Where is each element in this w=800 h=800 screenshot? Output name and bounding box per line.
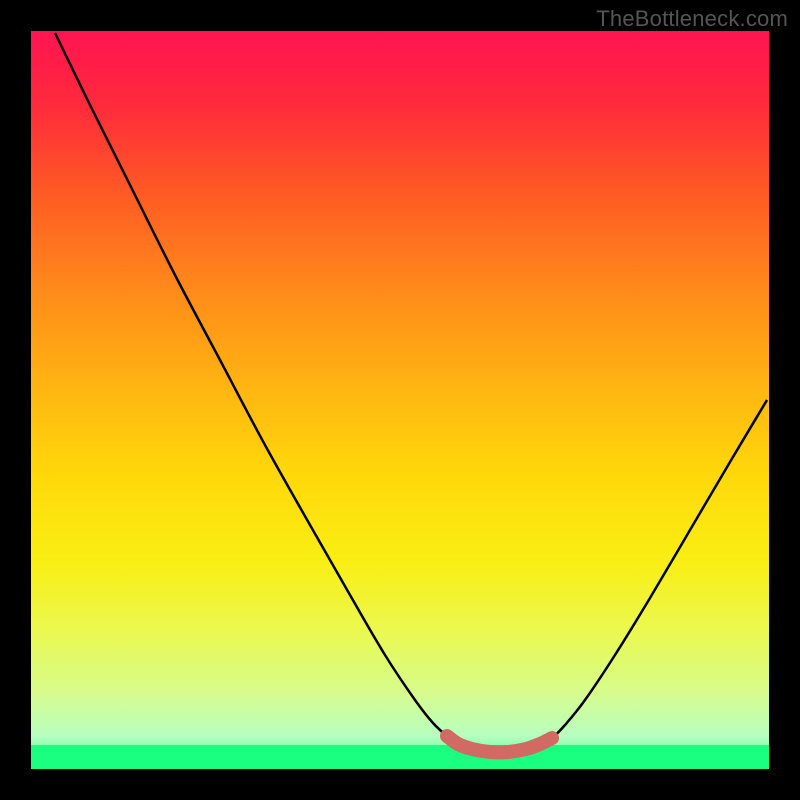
plot-background xyxy=(31,31,769,769)
chart-svg xyxy=(0,0,800,800)
watermark-text: TheBottleneck.com xyxy=(596,6,788,32)
chart-container: TheBottleneck.com xyxy=(0,0,800,800)
green-floor xyxy=(31,745,769,769)
